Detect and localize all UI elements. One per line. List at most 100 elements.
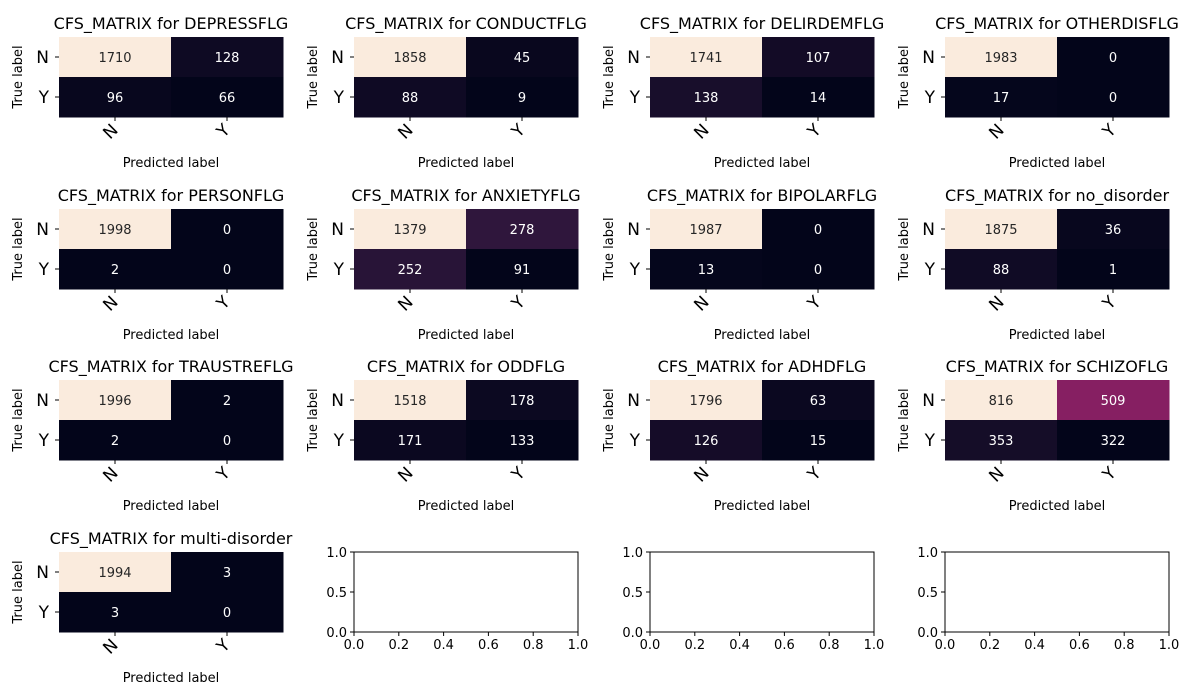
panel-10-cell-label-0-0: 1796	[689, 394, 722, 409]
panel-14-xtick-label-4: 0.8	[819, 638, 840, 653]
panel-9-xtick-label-1: Y	[507, 463, 530, 486]
panel-0-cell-label-0-0: 1710	[98, 51, 131, 66]
panel-12-cell-1-0	[59, 592, 172, 633]
panel-6-cell-label-0-0: 1987	[689, 223, 722, 238]
panel-7-cell-label-0-0: 1875	[984, 223, 1017, 238]
panel-3-xtick-label-1: Y	[1098, 120, 1121, 143]
panel-5-cell-1-1	[466, 249, 579, 290]
panel-7-cell-label-1-0: 88	[993, 263, 1010, 278]
panel-7-xlabel: Predicted label	[1009, 328, 1106, 343]
panel-8-xlabel: Predicted label	[123, 499, 220, 514]
panel-1-cell-label-1-0: 88	[402, 91, 419, 106]
panel-4-ylabel: True label	[11, 217, 26, 281]
panel-7-ytick-label-0: N	[922, 220, 935, 240]
panel-4-ytick-label-0: N	[36, 220, 49, 240]
panel-1-title: CFS_MATRIX for CONDUCTFLG	[345, 14, 587, 34]
panel-4-ytick-label-1: Y	[38, 260, 50, 280]
panel-10-cell-label-0-1: 63	[810, 394, 827, 409]
panel-15-xtick-label-2: 0.4	[1024, 638, 1045, 653]
panel-9-title: CFS_MATRIX for ODDFLG	[367, 357, 565, 377]
panel-15-xtick-label-1: 0.2	[979, 638, 1000, 653]
panel-8-cell-label-0-0: 1996	[98, 394, 131, 409]
panel-15-xtick-label-0: 0.0	[935, 638, 956, 653]
panel-6-cell-label-0-1: 0	[814, 223, 822, 238]
panel-4-cell-0-1	[171, 209, 284, 250]
panel-14-ytick-label-2: 1.0	[622, 546, 643, 561]
panel-9-xlabel: Predicted label	[418, 499, 515, 514]
panel-6-cell-0-0	[650, 209, 763, 250]
panel-5-cell-label-1-1: 91	[514, 263, 531, 278]
panel-7-cell-label-1-1: 1	[1109, 263, 1117, 278]
panel-8-cell-0-0	[59, 380, 172, 421]
panel-3-cell-label-0-1: 0	[1109, 51, 1117, 66]
panel-9-ylabel: True label	[306, 388, 321, 452]
panel-3-cell-1-0	[945, 77, 1058, 118]
panel-10-cell-1-0	[650, 420, 763, 461]
panel-6-ytick-label-0: N	[627, 220, 640, 240]
panel-2-xtick-label-0: N	[690, 120, 713, 143]
panel-1-cell-0-1	[466, 37, 579, 78]
panel-0-xlabel: Predicted label	[123, 156, 220, 171]
panel-2-title: CFS_MATRIX for DELIRDEMFLG	[640, 14, 884, 34]
panel-9-ytick-label-1: Y	[333, 431, 345, 451]
panel-0-cell-label-1-0: 96	[107, 91, 124, 106]
panel-6-cell-0-1	[762, 209, 875, 250]
panel-7-title: CFS_MATRIX for no_disorder	[945, 186, 1169, 206]
panel-12-cell-label-1-0: 3	[111, 606, 119, 621]
panel-9-cell-1-0	[354, 420, 467, 461]
panel-5-cell-0-1	[466, 209, 579, 250]
panel-14-xtick-label-1: 0.2	[684, 638, 705, 653]
panel-15-ytick-label-0: 0.0	[917, 626, 938, 641]
panel-6-cell-1-0	[650, 249, 763, 290]
panel-5-ytick-label-0: N	[331, 220, 344, 240]
panel-8-cell-label-1-1: 0	[223, 434, 231, 449]
panel-4-xtick-label-1: Y	[212, 292, 235, 315]
panel-8-xtick-label-0: N	[99, 463, 122, 486]
panel-9-cell-label-0-0: 1518	[393, 394, 426, 409]
panel-4-cell-label-0-1: 0	[223, 223, 231, 238]
panel-4-cell-0-0	[59, 209, 172, 250]
panel-0-xtick-label-0: N	[99, 120, 122, 143]
panel-15-ytick-label-1: 0.5	[917, 586, 938, 601]
panel-9-cell-label-1-1: 133	[510, 434, 535, 449]
panel-10-cell-1-1	[762, 420, 875, 461]
panel-3-cell-1-1	[1057, 77, 1170, 118]
panel-2-cell-0-0	[650, 37, 763, 78]
panel-11-ytick-label-1: Y	[924, 431, 936, 451]
panel-0-cell-label-1-1: 66	[219, 91, 236, 106]
panel-5-ylabel: True label	[306, 217, 321, 281]
panel-4-xlabel: Predicted label	[123, 328, 220, 343]
panel-6-xtick-label-1: Y	[803, 292, 826, 315]
panel-0-cell-0-1	[171, 37, 284, 78]
panel-11-cell-1-1	[1057, 420, 1170, 461]
panel-14-frame	[649, 551, 875, 633]
panel-12-ylabel: True label	[11, 560, 26, 624]
panel-14-ytick-label-1: 0.5	[622, 586, 643, 601]
panel-13-xtick-label-5: 1.0	[568, 638, 589, 653]
panel-8-cell-1-1	[171, 420, 284, 461]
panel-11-xtick-label-1: Y	[1098, 463, 1121, 486]
panel-10-xtick-label-0: N	[690, 463, 713, 486]
panel-12-ytick-label-0: N	[36, 563, 49, 583]
panel-13-xtick-label-3: 0.6	[478, 638, 499, 653]
panel-5-cell-1-0	[354, 249, 467, 290]
panel-1-ytick-label-1: Y	[333, 88, 345, 108]
panel-5-xtick-label-1: Y	[507, 292, 530, 315]
panel-2-xlabel: Predicted label	[714, 156, 811, 171]
panel-2-cell-0-1	[762, 37, 875, 78]
panel-7-cell-label-0-1: 36	[1105, 223, 1122, 238]
panel-12-cell-0-1	[171, 552, 284, 593]
panel-5-cell-label-1-0: 252	[398, 263, 423, 278]
panel-11-ytick-label-0: N	[922, 391, 935, 411]
panel-5-cell-label-0-1: 278	[510, 223, 535, 238]
panel-15-xtick-label-3: 0.6	[1069, 638, 1090, 653]
panel-3-xlabel: Predicted label	[1009, 156, 1106, 171]
panel-11-cell-1-0	[945, 420, 1058, 461]
panel-8-cell-label-0-1: 2	[223, 394, 231, 409]
panel-3-ytick-label-1: Y	[924, 88, 936, 108]
